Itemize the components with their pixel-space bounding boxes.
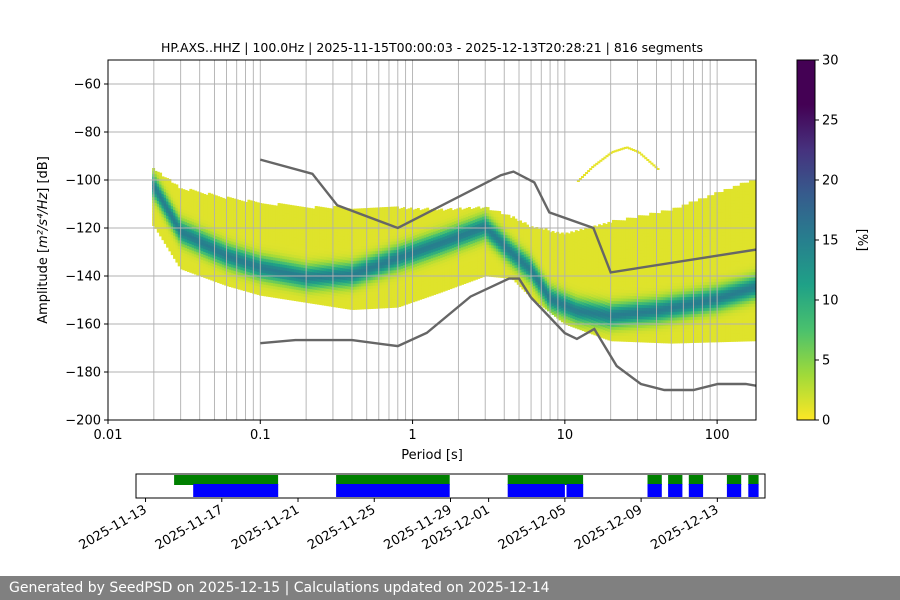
high-noise-model-line [259, 158, 756, 274]
x-tick-label: 10 [557, 428, 574, 443]
y-tick-label: −160 [65, 318, 101, 333]
colorbar-tick-label: 15 [822, 234, 839, 249]
data-availability-bar [336, 475, 450, 485]
footer-text: Generated by SeedPSD on 2025-12-15 | Cal… [9, 580, 550, 596]
psd-density-layer [152, 146, 756, 344]
vertical-grid [153, 60, 718, 420]
psd-availability-bar [193, 484, 279, 497]
colorbar-tick-label: 5 [822, 354, 830, 369]
psd-availability-bar [668, 484, 683, 497]
x-tick-label: 1 [408, 428, 416, 443]
data-availability-bar [688, 475, 704, 485]
psd-availability-bar [726, 484, 742, 497]
colorbar-ticks: 0 5 10 15 20 25 30 [815, 54, 839, 429]
data-availability-bar [647, 475, 662, 485]
timeline-date-label: 2025-12-05 [496, 502, 569, 553]
psd-availability-bar [566, 484, 584, 497]
timeline-date-label: 2025-11-13 [77, 502, 150, 553]
y-tick-label: −80 [74, 126, 101, 141]
psd-availability-bar [748, 484, 759, 497]
y-tick-label: −60 [74, 78, 101, 93]
timeline-bars [174, 475, 759, 497]
data-availability-bar [748, 475, 759, 485]
psd-availability-bar [507, 484, 565, 497]
plot-frame [107, 59, 757, 421]
availability-timeline: 2025-11-13 2025-11-17 2025-11-21 2025-11-25… [77, 473, 766, 553]
y-tick-label: −180 [65, 366, 101, 381]
colorbar-tick-label: 0 [822, 414, 830, 429]
colorbar-tick-label: 20 [822, 174, 839, 189]
data-availability-bar [668, 475, 683, 485]
data-availability-bar [726, 475, 742, 485]
y-tick-label: −120 [65, 222, 101, 237]
colorbar-gradient [796, 59, 816, 421]
x-axis-label: Period [s] [401, 448, 463, 463]
psd-availability-bar [647, 484, 662, 497]
figure: HP.AXS..HHZ | 100.0Hz | 2025-11-15T00:00… [36, 40, 869, 553]
horizontal-grid [108, 83, 756, 373]
colorbar-label: [%] [854, 229, 869, 252]
x-tick-label: 0.1 [250, 428, 271, 443]
timeline-date-label: 2025-12-09 [572, 502, 645, 553]
colorbar-tick-label: 10 [822, 294, 839, 309]
x-tick-label: 0.01 [94, 428, 123, 443]
main-plot: 0.01 0.1 1 10 100 −60 −80 −100 −120 −140 −160 −180… [65, 59, 757, 443]
low-noise-model-line [260, 277, 756, 392]
data-availability-bar [507, 475, 584, 485]
y-axis-label: Amplitude [m²/s⁴/Hz] [dB] [36, 156, 51, 324]
x-axis-ticks: 0.01 0.1 1 10 100 [94, 420, 730, 443]
data-availability-bar [174, 475, 279, 485]
x-tick-label: 100 [705, 428, 730, 443]
timeline-date-ticks: 2025-11-13 2025-11-17 2025-11-21 2025-11-25… [77, 498, 721, 553]
chart-title: HP.AXS..HHZ | 100.0Hz | 2025-11-15T00:00… [161, 40, 703, 55]
y-axis-ticks: −60 −80 −100 −120 −140 −160 −180 −200 [65, 78, 108, 429]
timeline-date-label: 2025-11-21 [229, 502, 302, 553]
timeline-date-label: 2025-11-17 [153, 502, 226, 553]
footer-bar: Generated by SeedPSD on 2025-12-15 | Cal… [0, 576, 900, 600]
colorbar: 0 5 10 15 20 25 30 [%] [796, 54, 869, 429]
psd-availability-bar [336, 484, 450, 497]
y-tick-label: −140 [65, 270, 101, 285]
colorbar-tick-label: 25 [822, 114, 839, 129]
psd-availability-bar [688, 484, 704, 497]
y-tick-label: −100 [65, 174, 101, 189]
timeline-date-label: 2025-11-25 [305, 502, 378, 553]
colorbar-tick-label: 30 [822, 54, 839, 69]
y-tick-label: −200 [65, 414, 101, 429]
timeline-date-label: 2025-12-13 [648, 502, 721, 553]
